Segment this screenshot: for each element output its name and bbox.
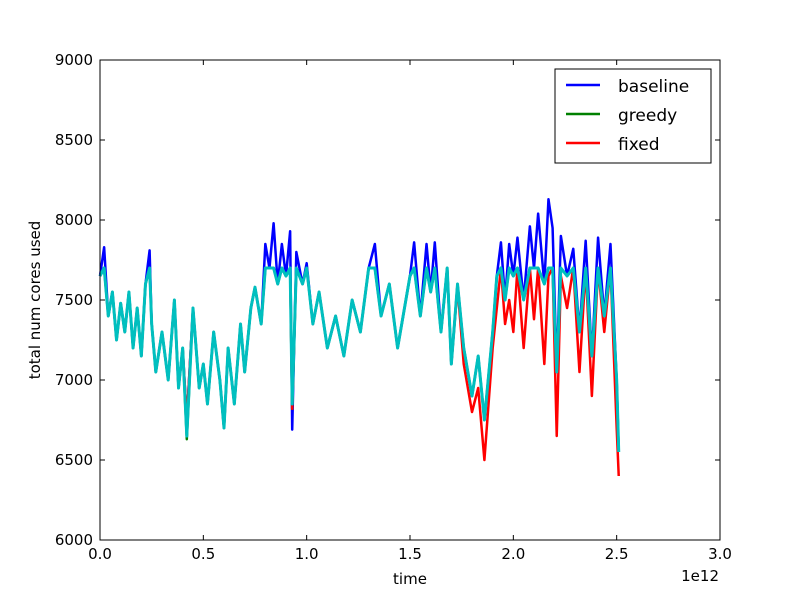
legend: baseline greedy fixed	[554, 68, 712, 164]
y-tick-label: 9000	[55, 51, 93, 69]
legend-label-baseline: baseline	[618, 77, 689, 97]
series-layer	[98, 197, 621, 477]
y-tick-label: 8500	[55, 131, 93, 149]
series-line-series-3	[98, 266, 621, 453]
y-tick-label: 7500	[55, 291, 93, 309]
y-axis-label: total num cores used	[26, 221, 44, 380]
x-tick-label: 2.5	[605, 545, 629, 563]
x-offset-label: 1e12	[681, 567, 719, 585]
y-tick-label: 7000	[55, 371, 93, 389]
x-tick-label: 3.0	[708, 545, 732, 563]
x-axis-label: time	[393, 570, 427, 588]
x-tick-label: 1.5	[398, 545, 422, 563]
legend-label-greedy: greedy	[618, 106, 677, 126]
x-tick-label: 2.0	[501, 545, 525, 563]
y-tick-label: 6000	[55, 531, 93, 549]
legend-label-fixed: fixed	[618, 135, 660, 155]
y-tick-label: 8000	[55, 211, 93, 229]
x-tick-label: 0.0	[88, 545, 112, 563]
x-tick-label: 0.5	[191, 545, 215, 563]
x-tick-label: 1.0	[295, 545, 319, 563]
tick-layer: 0.0 0.5 1.0 1.5 2.0 2.5 3.0 6000 6500 7000 7500 800…	[55, 51, 732, 563]
y-tick-label: 6500	[55, 451, 93, 469]
